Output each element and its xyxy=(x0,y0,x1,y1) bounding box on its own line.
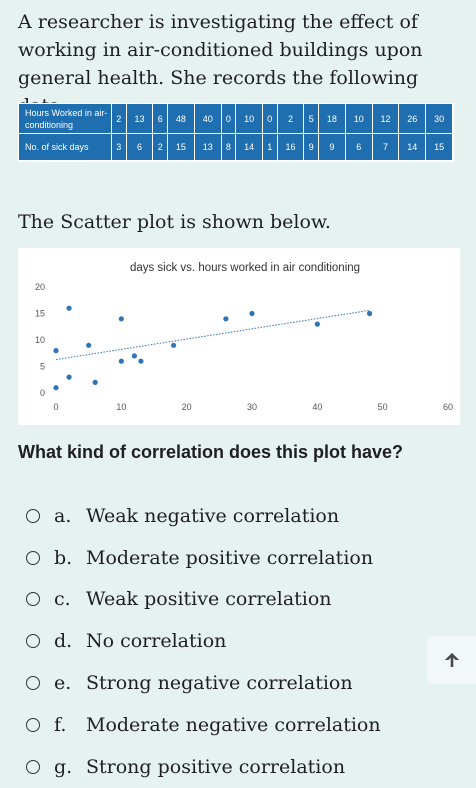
option-letter: c. xyxy=(54,588,71,611)
radio-button[interactable] xyxy=(26,759,40,774)
sick-days-cell: 9 xyxy=(318,133,346,160)
x-tick-label: 40 xyxy=(312,402,322,412)
x-tick-label: 30 xyxy=(247,402,257,412)
sick-days-cell: 1 xyxy=(262,133,278,160)
option-label: Strong negative correlation xyxy=(86,672,353,695)
sick-days-cell: 6 xyxy=(126,133,154,160)
sick-days-cell: 9 xyxy=(303,133,320,160)
radio-button[interactable] xyxy=(26,676,40,691)
arrow-up-icon xyxy=(444,653,459,667)
radio-button[interactable] xyxy=(26,634,40,649)
answer-options: a. Weak negative correlation b. Moderate po… xyxy=(26,495,426,788)
scatter-point xyxy=(118,316,124,322)
hours-cell: 12 xyxy=(372,104,400,134)
option-letter: d. xyxy=(54,630,73,653)
hours-cell: 6 xyxy=(152,104,169,134)
y-tick-label: 20 xyxy=(35,282,45,292)
scatter-intro: The Scatter plot is shown below. xyxy=(18,211,331,233)
sick-days-cell: 6 xyxy=(345,133,373,160)
option-g[interactable]: g. Strong positive correlation xyxy=(26,746,426,788)
hours-cell: 0 xyxy=(221,104,237,134)
option-letter: b. xyxy=(54,546,73,569)
scatter-point xyxy=(53,385,59,391)
y-tick-label: 10 xyxy=(35,335,45,345)
hours-cell: 13 xyxy=(126,104,154,134)
data-table: Hours Worked in air-conditioning 2 13 6 48 4… xyxy=(18,103,454,162)
scroll-to-top-button[interactable] xyxy=(427,636,476,684)
table-row-sick-days: No. of sick days 3 6 2 15 13 8 14 1 16 9 9 6 7 14 15 xyxy=(19,133,453,160)
option-label: No correlation xyxy=(86,630,227,653)
scatter-point xyxy=(86,342,92,348)
x-tick-label: 60 xyxy=(443,402,453,412)
option-label: Weak negative correlation xyxy=(86,504,340,527)
sick-days-cell: 16 xyxy=(277,133,305,160)
row-header-hours: Hours Worked in air-conditioning xyxy=(19,104,112,134)
x-tick-label: 0 xyxy=(53,402,58,412)
option-c[interactable]: c. Weak positive correlation xyxy=(26,579,426,621)
option-letter: a. xyxy=(54,504,72,527)
radio-button[interactable] xyxy=(26,717,40,732)
trendline xyxy=(55,309,370,361)
option-letter: g. xyxy=(54,755,73,778)
x-tick-label: 10 xyxy=(116,402,126,412)
hours-cell: 5 xyxy=(303,104,320,134)
sick-days-cell: 15 xyxy=(425,133,453,160)
scatter-point xyxy=(131,353,137,359)
option-label: Moderate negative correlation xyxy=(86,713,381,736)
sick-days-cell: 14 xyxy=(235,133,263,160)
scatter-point xyxy=(314,321,320,327)
scatter-chart: days sick vs. hours worked in air condit… xyxy=(18,248,460,425)
scatter-point xyxy=(66,305,72,311)
hours-cell: 26 xyxy=(398,104,427,134)
scatter-point xyxy=(66,374,72,380)
option-a[interactable]: a. Weak negative correlation xyxy=(26,495,426,537)
sick-days-cell: 3 xyxy=(111,133,127,160)
radio-button[interactable] xyxy=(26,592,40,607)
sick-days-cell: 15 xyxy=(167,133,195,160)
radio-button[interactable] xyxy=(26,508,40,523)
hours-cell: 2 xyxy=(277,104,305,134)
scatter-point xyxy=(171,342,177,348)
option-label: Moderate positive correlation xyxy=(86,546,374,569)
option-label: Weak positive correlation xyxy=(86,588,332,611)
hours-cell: 40 xyxy=(194,104,222,134)
scatter-point xyxy=(367,310,373,317)
sick-days-cell: 14 xyxy=(398,133,427,160)
scatter-point xyxy=(249,310,255,317)
x-tick-label: 20 xyxy=(182,402,192,412)
option-letter: f. xyxy=(54,713,67,736)
scatter-point xyxy=(92,379,98,385)
hours-cell: 10 xyxy=(345,104,373,134)
hours-cell: 0 xyxy=(262,104,278,134)
option-b[interactable]: b. Moderate positive correlation xyxy=(26,537,426,579)
sick-days-cell: 2 xyxy=(152,133,169,160)
y-tick-label: 5 xyxy=(40,362,45,372)
scatter-chart-svg: days sick vs. hours worked in air condit… xyxy=(35,262,453,412)
option-f[interactable]: f. Moderate negative correlation xyxy=(26,704,426,746)
option-letter: e. xyxy=(54,672,72,695)
sick-days-cell: 13 xyxy=(194,133,222,160)
hours-cell: 18 xyxy=(318,104,346,134)
option-label: Strong positive correlation xyxy=(86,755,346,778)
scatter-point xyxy=(118,358,124,364)
hours-cell: 30 xyxy=(425,104,453,134)
option-d[interactable]: d. No correlation xyxy=(26,620,426,662)
scatter-point xyxy=(53,348,59,354)
y-tick-label: 0 xyxy=(40,388,45,398)
radio-button[interactable] xyxy=(26,550,40,565)
option-e[interactable]: e. Strong negative correlation xyxy=(26,662,426,704)
hours-cell: 10 xyxy=(235,104,263,134)
x-tick-label: 50 xyxy=(378,402,388,412)
table-row-hours: Hours Worked in air-conditioning 2 13 6 48 4… xyxy=(19,104,453,134)
chart-title: days sick vs. hours worked in air condit… xyxy=(130,262,360,274)
y-tick-label: 15 xyxy=(35,309,45,319)
sick-days-cell: 8 xyxy=(221,133,237,160)
hours-cell: 48 xyxy=(167,104,195,134)
sick-days-cell: 7 xyxy=(372,133,400,160)
question-text: What kind of correlation does this plot … xyxy=(18,442,404,462)
row-header-sick-days: No. of sick days xyxy=(19,133,112,160)
scatter-point xyxy=(138,358,144,364)
hours-cell: 2 xyxy=(111,104,127,134)
scatter-point xyxy=(223,316,229,322)
